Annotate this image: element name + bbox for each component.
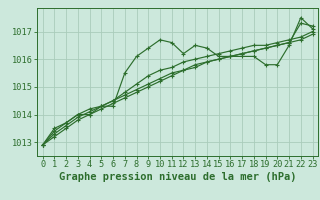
X-axis label: Graphe pression niveau de la mer (hPa): Graphe pression niveau de la mer (hPa) — [59, 172, 296, 182]
